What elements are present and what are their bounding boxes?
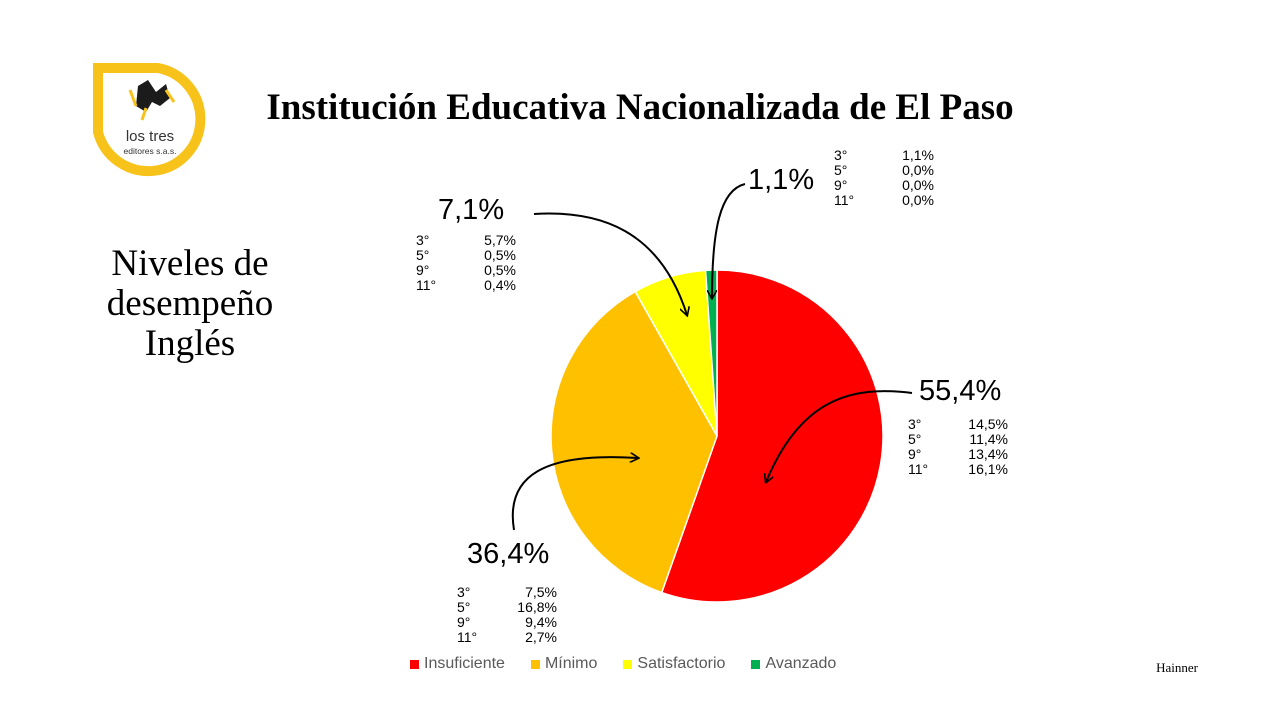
breakdown-row: 5° 0,5% [416,247,516,263]
breakdown-row: 3° 14,5% [908,416,1008,432]
label-minimo-pct: 36,4% [467,538,550,570]
arrow-minimo [511,457,638,531]
breakdown-row: 3° 5,7% [416,232,516,248]
arrow-satisfactorio [533,212,687,315]
pie-slices [550,269,884,603]
breakdown-row: 3° 7,5% [457,584,557,600]
breakdown-avanzado: 3° 1,1% 5° 0,0% 9° 0,0% 11° 0,0% [834,148,934,208]
chart-subtitle: Niveles de desempeño Inglés [106,243,274,364]
breakdown-row: 9° 0,0% [834,177,934,193]
legend-label: Mínimo [544,655,598,672]
breakdown-row: 5° 11,4% [908,431,1008,447]
legend-item-minimo: Mínimo [530,655,598,673]
breakdown-row: 11° 16,1% [908,461,1008,477]
breakdown-row: 11° 0,0% [834,192,934,208]
breakdown-row: 9° 0,5% [416,262,516,278]
label-avanzado-pct: 1,1% [748,164,815,196]
breakdown-row: 3° 1,1% [834,147,934,163]
breakdown-row: 11° 0,4% [416,277,516,293]
slice-avanzado [704,269,718,437]
legend-label: Insuficiente [424,655,505,672]
legend-item-insuficiente: Insuficiente [410,655,505,673]
label-satisfactorio-pct: 7,1% [438,194,505,226]
label-insuficiente-pct: 55,4% [919,375,1002,407]
legend-swatch [410,659,419,669]
author-name: Hainner [1156,660,1198,675]
legend-swatch [751,659,761,669]
page-title: Institución Educativa Nacionalizada de E… [266,87,1014,128]
breakdown-row: 9° 9,4% [457,614,557,630]
breakdown-minimo: 3° 7,5% 5° 16,8% 9° 9,4% 11° 2,7% [457,585,557,645]
breakdown-row: 11° 2,7% [457,629,557,645]
slice-minimo [550,290,718,594]
breakdown-row: 5° 0,0% [834,162,934,178]
arrow-avanzado [712,183,746,298]
logo-ring [93,63,206,177]
logo-graphic: los tres editores s.a.s. [93,63,206,177]
logo-text-1: los tres [126,128,174,145]
legend-swatch [530,659,540,669]
breakdown-satisfactorio: 3° 5,7% 5° 0,5% 9° 0,5% 11° 0,4% [416,233,516,293]
breakdown-insuficiente: 3° 14,5% 5° 11,4% 9° 13,4% 11° 16,1% [908,417,1008,477]
logo: los tres editores s.a.s. [90,62,212,182]
breakdown-row: 9° 13,4% [908,446,1008,462]
legend-item-satisfactorio: Satisfactorio [623,655,725,673]
legend-label: Satisfactorio [637,655,726,672]
chart-legend: Insuficiente Mínimo Satisfactorio Avanza… [410,655,836,673]
logo-figure [136,80,170,112]
breakdown-row: 5° 16,8% [457,599,557,615]
arrow-insuficiente [766,390,913,482]
legend-swatch [623,659,633,669]
logo-text-2: editores s.a.s. [124,146,177,156]
legend-item-avanzado: Avanzado [751,655,836,673]
legend-label: Avanzado [765,655,837,672]
